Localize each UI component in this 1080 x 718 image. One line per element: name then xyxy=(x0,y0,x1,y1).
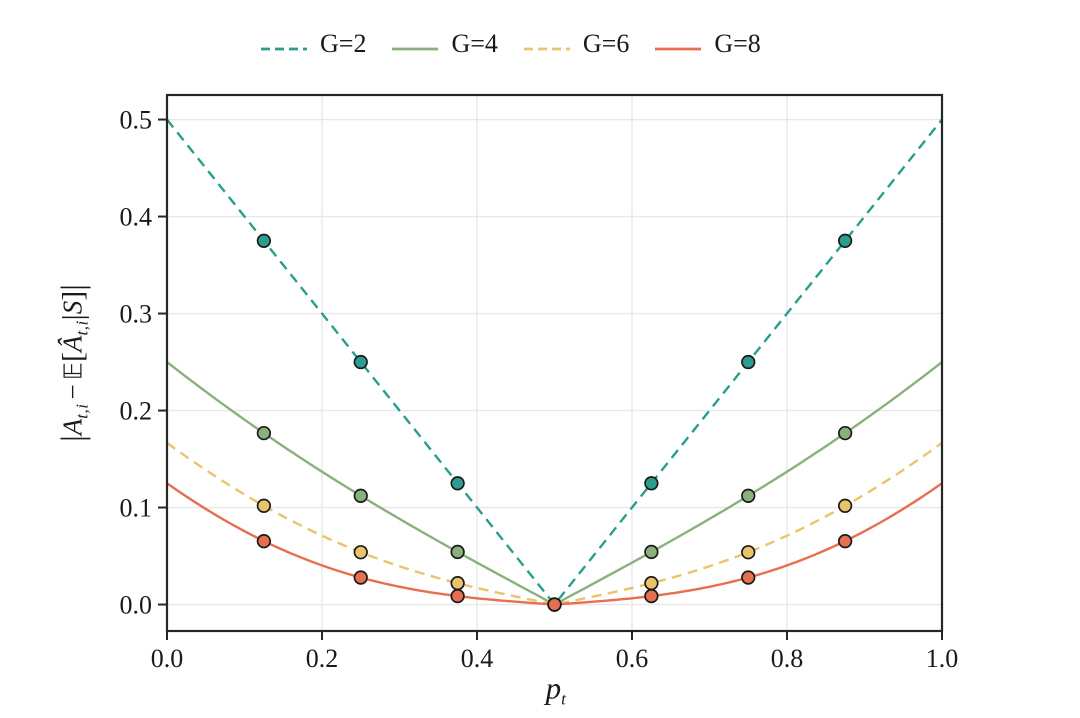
data-point xyxy=(450,476,465,491)
legend-label-g4: G=4 xyxy=(451,29,498,58)
legend-swatch-g4-line-icon xyxy=(392,40,439,51)
markers-g6 xyxy=(256,498,853,612)
x-label-subscript: t xyxy=(561,689,567,709)
legend-item-g8: G=8 xyxy=(655,28,761,60)
plot-border xyxy=(165,93,944,633)
data-point xyxy=(741,545,756,560)
data-point xyxy=(837,233,853,248)
legend-item-g4: G=4 xyxy=(392,28,498,60)
legend: G=2 G=4 G=6 G=8 xyxy=(261,28,787,60)
data-point xyxy=(741,488,756,503)
data-point xyxy=(450,576,465,591)
y-tick-label: 0.4 xyxy=(120,203,153,232)
data-point xyxy=(256,498,272,513)
y-tick-label: 0.5 xyxy=(120,106,153,135)
data-point xyxy=(450,544,465,560)
markers-g4 xyxy=(256,425,853,612)
x-tick-label: 1.0 xyxy=(926,644,959,673)
data-point xyxy=(450,588,465,604)
markers-g8 xyxy=(256,534,853,612)
data-point xyxy=(547,597,562,612)
legend-label-g2: G=2 xyxy=(320,29,367,58)
data-point xyxy=(837,498,853,513)
data-point xyxy=(256,233,272,248)
data-point xyxy=(256,534,272,549)
expectation-symbol: 𝔼 xyxy=(58,362,88,381)
x-label-var: p xyxy=(545,670,562,706)
data-point xyxy=(837,534,853,549)
x-tick-label: 0.8 xyxy=(771,644,804,673)
curve-g6 xyxy=(166,441,943,606)
curve-g2 xyxy=(166,118,943,607)
data-point xyxy=(837,425,853,441)
data-point xyxy=(644,544,659,560)
data-point xyxy=(256,425,272,441)
x-tick-label: 0.0 xyxy=(151,644,184,673)
y-tick-label: 0.2 xyxy=(120,397,153,426)
data-point xyxy=(353,570,368,585)
legend-label-g6: G=6 xyxy=(582,29,630,58)
x-axis-label: pt xyxy=(546,671,567,710)
data-point xyxy=(741,354,756,370)
y-tick-label: 0.3 xyxy=(120,300,153,329)
y-tick-label: 0.0 xyxy=(120,591,153,620)
data-point xyxy=(353,354,368,370)
data-point xyxy=(644,476,659,491)
y-axis-label-text: |At,i−𝔼[Ât,i|S]| xyxy=(55,284,92,442)
legend-label-g8: G=8 xyxy=(714,29,761,58)
curve-g8 xyxy=(166,482,943,606)
curve-g4 xyxy=(166,361,943,606)
markers-g2 xyxy=(256,233,853,612)
x-tick-label: 0.2 xyxy=(306,644,339,673)
legend-item-g2: G=2 xyxy=(261,28,366,60)
x-tick-label: 0.4 xyxy=(461,644,494,673)
x-tick-label: 0.6 xyxy=(616,644,649,673)
data-point xyxy=(353,545,368,560)
legend-swatch-g8-line-icon xyxy=(655,40,702,51)
data-point xyxy=(353,488,368,503)
legend-swatch-g6-line-icon xyxy=(523,40,570,51)
y-tick-label: 0.1 xyxy=(120,494,153,523)
data-point xyxy=(644,576,659,591)
legend-swatch-g2-line-icon xyxy=(261,40,307,51)
data-point xyxy=(644,588,659,604)
legend-item-g6: G=6 xyxy=(523,28,630,60)
data-point xyxy=(741,570,756,585)
